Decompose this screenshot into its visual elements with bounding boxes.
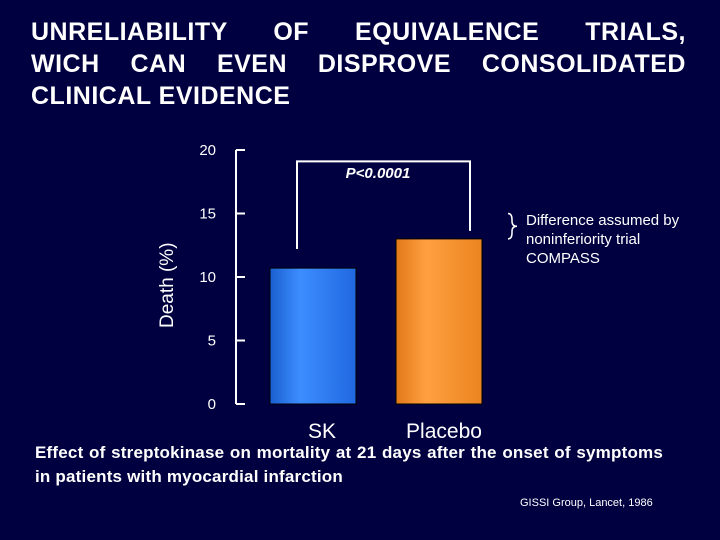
annotation-noninferiority: Difference assumed by noninferiority tri… (526, 212, 680, 267)
bar-sk (269, 267, 357, 405)
figure-caption: Effect of streptokinase on mortality at … (35, 443, 663, 486)
title-line-2: WICH CAN EVEN DISPROVE CONSOLIDATED (31, 50, 686, 78)
x-category-label-0: SK (308, 420, 336, 443)
source-citation: GISSI Group, Lancet, 1986 (520, 497, 653, 509)
y-tick-label-3: 15 (199, 206, 216, 223)
y-tick-label-1: 5 (208, 333, 216, 350)
bar-placebo (395, 238, 483, 405)
title-line-3: CLINICAL EVIDENCE (31, 82, 291, 110)
p-value-label: P<0.0001 (346, 165, 411, 182)
y-tick-label-4: 20 (199, 142, 216, 159)
x-category-label-1: Placebo (406, 420, 482, 443)
y-tick-label-0: 0 (208, 396, 216, 413)
curly-brace-difference (507, 212, 518, 240)
slide-title: UNRELIABILITY OF EQUIVALENCE TRIALS, WIC… (31, 16, 686, 112)
title-line-1: UNRELIABILITY OF EQUIVALENCE TRIALS, (31, 18, 686, 46)
y-tick-label-2: 10 (199, 269, 216, 286)
significance-bracket (296, 160, 471, 250)
